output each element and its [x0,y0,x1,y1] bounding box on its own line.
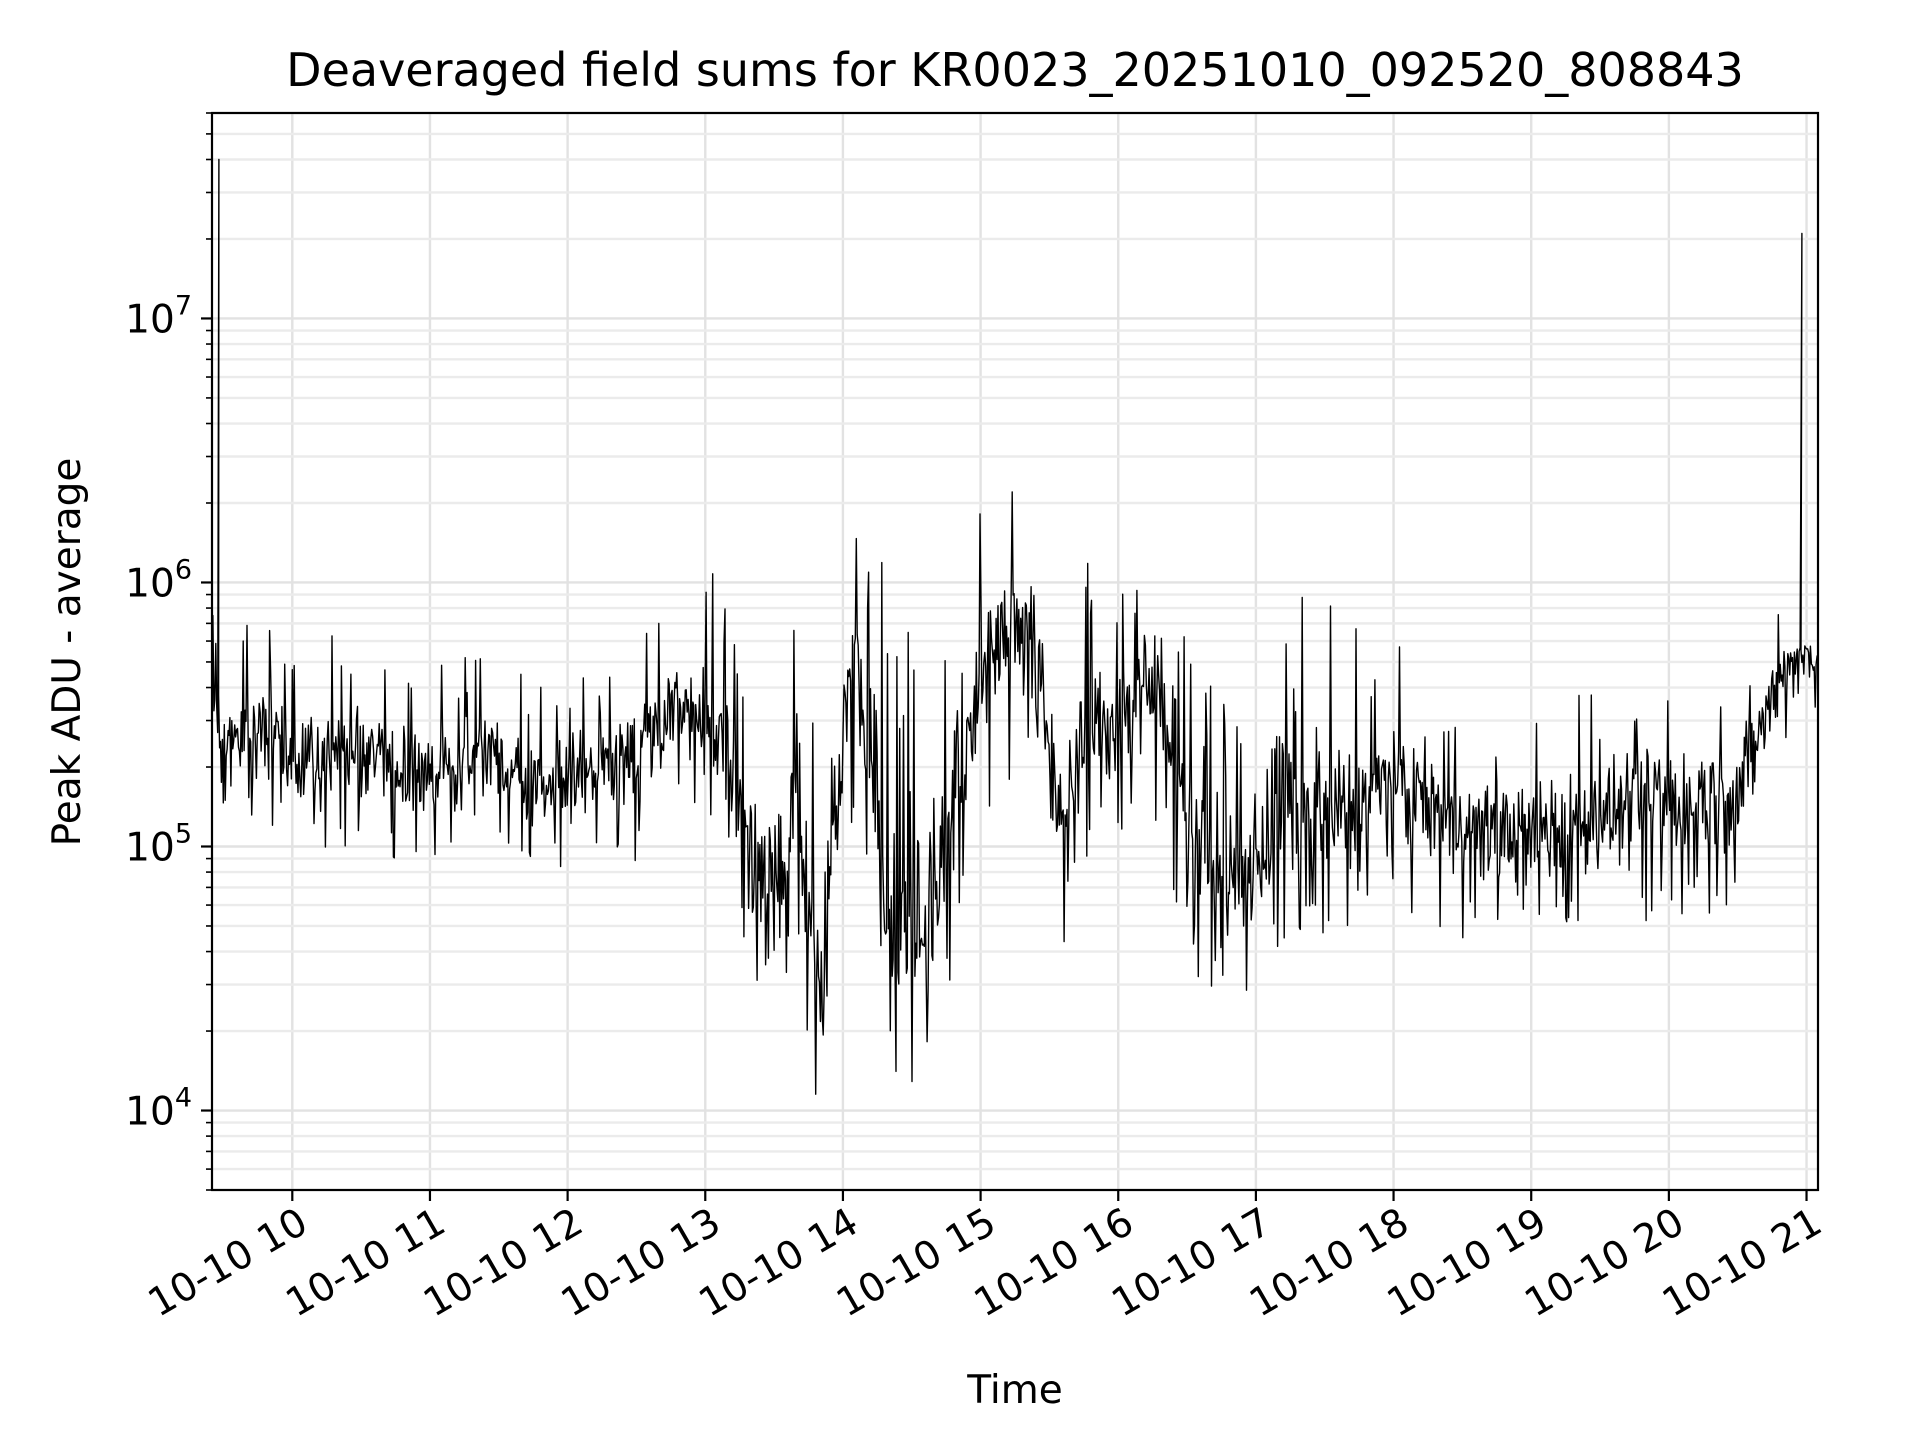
y-tick-exponent: 5 [175,818,192,849]
y-tick-base: 10 [125,1090,175,1135]
plot-frame [210,111,1820,1192]
y-tick-base: 10 [125,561,175,606]
series-layer [211,158,1819,1095]
y-tick-base: 10 [125,825,175,870]
y-tick-label: 104 [125,1083,192,1135]
y-tick-label: 107 [125,290,192,342]
chart-title: Deaveraged field sums for KR0023_2025101… [286,43,1744,97]
y-axis-label: Peak ADU - average [45,458,90,847]
x-axis-label: Time [966,1368,1062,1413]
y-tick-exponent: 6 [175,554,192,585]
y-tick-base: 10 [125,297,175,342]
y-tick-label: 105 [125,818,192,870]
x-tick-label: 10-10 21 [1655,1200,1829,1327]
y-tick-exponent: 7 [175,290,192,321]
y-tick-label: 106 [125,554,192,606]
y-tick-exponent: 4 [175,1083,192,1114]
series-line-0 [211,158,1819,1095]
